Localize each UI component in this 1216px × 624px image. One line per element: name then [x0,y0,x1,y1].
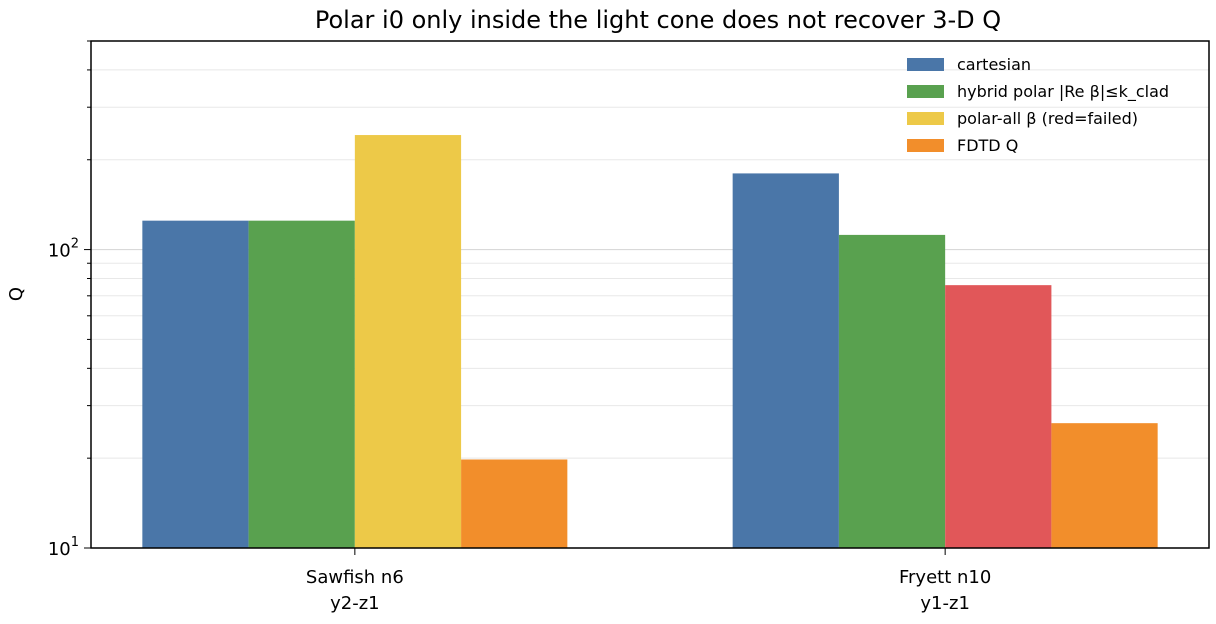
legend-swatch [907,58,944,71]
legend-swatch [907,112,944,125]
x-tick-label: Fryett n10 [899,567,991,588]
x-tick-sublabel: y1-z1 [920,593,970,614]
legend-label: hybrid polar |Re β|≤k_clad [957,82,1169,102]
legend-swatch [907,85,944,98]
y-tick-base: 10 [48,241,71,262]
y-tick-exponent: 2 [71,237,79,252]
bar-1-2 [732,173,839,548]
bar-2-2 [838,234,946,548]
legend-swatch [907,139,944,152]
legend-label: FDTD Q [957,136,1018,155]
legend-label: polar-all β (red=failed) [957,109,1138,128]
x-axis: Sawfish n6 y2-z1 Fryett n10 y1-z1 [306,548,991,614]
legend: cartesian hybrid polar |Re β|≤k_cladpolar… [907,55,1169,155]
y-tick-base: 10 [48,539,71,560]
bar-3-2 [945,285,1052,548]
bars [142,135,1158,548]
y-axis-label: Q [6,287,27,301]
bar-4-1 [461,459,568,548]
bar-3-1 [354,135,462,548]
y-tick-label: 102 [48,237,79,262]
plot-frame [90,40,1210,549]
chart-title: Polar i0 only inside the light cone does… [315,6,1001,34]
x-tick-label: Sawfish n6 [306,567,404,588]
y-tick-exponent: 1 [71,535,79,550]
x-tick-sublabel: y2-z1 [330,593,380,614]
bar-2-1 [248,220,355,548]
legend-label: cartesian [957,55,1031,74]
bar-1-1 [142,220,249,548]
y-tick-label: 101 [48,535,79,560]
bar-4-2 [1051,423,1158,548]
